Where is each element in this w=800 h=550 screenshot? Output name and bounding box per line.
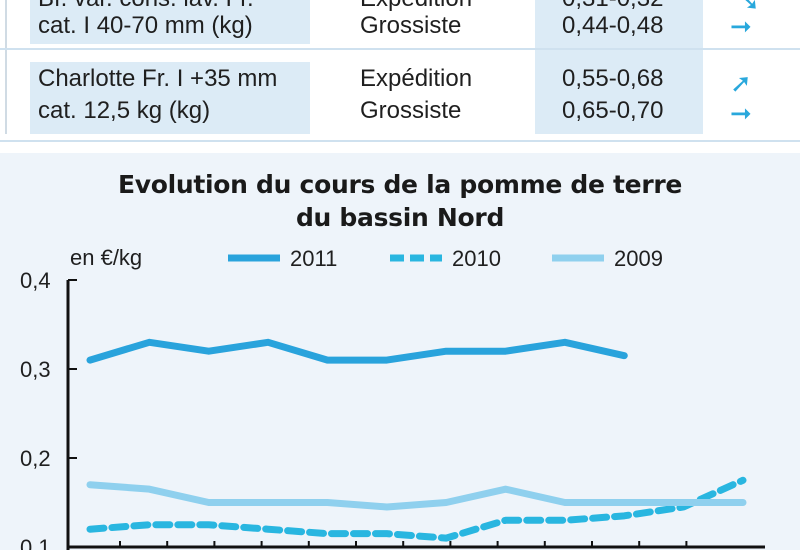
chart-panel xyxy=(0,153,800,550)
product-line: Bf. var. cons. lav. Fr. xyxy=(38,0,254,14)
row-divider xyxy=(0,48,800,50)
stage-label: Grossiste xyxy=(360,12,462,39)
col-product-shade xyxy=(30,0,310,44)
arrow-down-right-icon: ➘ xyxy=(738,0,760,16)
arrow-right-icon: ➞ xyxy=(730,98,752,128)
series-line-2009 xyxy=(86,481,747,511)
arrow-right-icon: ➞ xyxy=(730,11,752,41)
table-left-border xyxy=(5,0,7,134)
chart-title-line: Evolution du cours de la pomme de terre xyxy=(117,170,683,199)
product-line: Charlotte Fr. I +35 mm xyxy=(38,65,278,92)
y-tick-label: 0,1 xyxy=(20,535,51,550)
y-tick-label: 0,4 xyxy=(20,268,51,293)
legend-label: 2009 xyxy=(614,246,663,271)
y-axis-label: en €/kg xyxy=(70,245,142,270)
series-line-2010 xyxy=(86,476,747,542)
product-line: cat. 12,5 kg (kg) xyxy=(38,97,211,124)
price-range: 0,65-0,70 xyxy=(562,97,664,124)
legend-label: 2011 xyxy=(290,246,337,271)
stage-label: Expédition xyxy=(360,65,473,92)
series-line-2011 xyxy=(86,338,628,364)
price-range: 0,44-0,48 xyxy=(562,12,664,39)
legend-label: 2010 xyxy=(452,246,501,271)
price-range: 0,31-0,32 xyxy=(562,0,663,14)
product-line: cat. I 40-70 mm (kg) xyxy=(38,12,253,39)
arrow-up-right-icon: ➚ xyxy=(730,68,752,98)
series-group xyxy=(86,338,747,542)
chart-title-line: du bassin Nord xyxy=(295,203,505,232)
legend: 2011 2010 2009 xyxy=(228,246,663,271)
y-tick-label: 0,2 xyxy=(20,446,51,471)
chart-title: Evolution du cours de la pomme de terre … xyxy=(0,168,800,234)
y-tick-label: 0,3 xyxy=(20,357,51,382)
price-range: 0,55-0,68 xyxy=(562,65,664,92)
row-divider xyxy=(0,140,800,142)
col-product-shade-2 xyxy=(30,62,310,134)
axes: 0,4 0,3 0,2 0,1 en €/kg xyxy=(20,245,765,550)
stage-label: Expédition xyxy=(360,0,472,14)
col-price-shade xyxy=(535,0,703,134)
stage-label: Grossiste xyxy=(360,97,462,124)
